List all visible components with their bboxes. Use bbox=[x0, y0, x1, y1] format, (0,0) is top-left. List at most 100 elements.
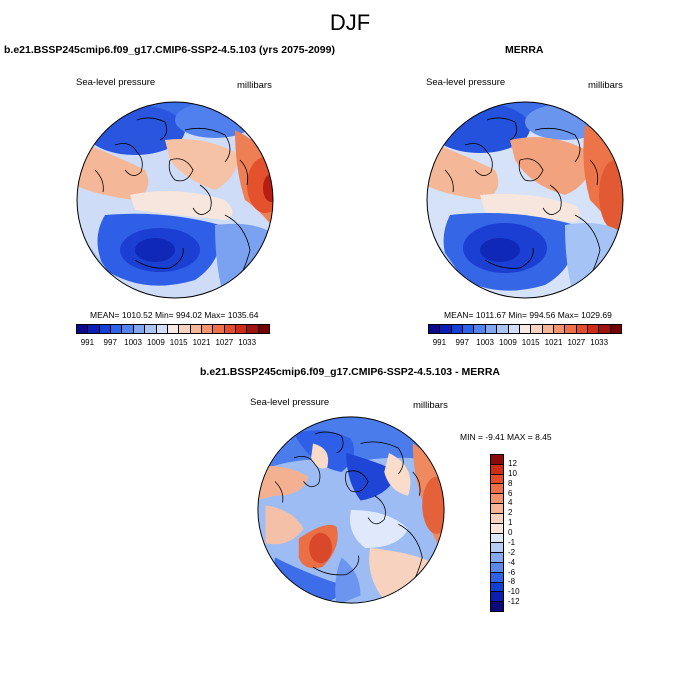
colorbar-tick-label: 10 bbox=[508, 468, 517, 478]
colorbar-swatch bbox=[491, 464, 503, 475]
colorbar-swatch bbox=[429, 325, 441, 333]
colorbar-swatch bbox=[474, 325, 486, 333]
colorbar-swatch bbox=[167, 325, 180, 333]
colorbar-swatch bbox=[122, 325, 134, 333]
colorbar-tick-label: 4 bbox=[508, 498, 513, 508]
colorbar-swatch bbox=[491, 513, 503, 524]
colorbar-swatch bbox=[576, 325, 589, 333]
colorbar-tick-label: 6 bbox=[508, 488, 513, 498]
model-units-label: millibars bbox=[237, 80, 272, 91]
colorbar-swatch bbox=[599, 325, 611, 333]
colorbar-swatch bbox=[133, 325, 146, 333]
obs-colorbar-ticks: 991 997 1003 1009 1015 1021 1027 1033 bbox=[428, 338, 622, 350]
colorbar-swatch bbox=[508, 325, 520, 333]
colorbar-swatch bbox=[485, 325, 498, 333]
model-colorbar-ticks: 991 997 1003 1009 1015 1021 1027 1033 bbox=[76, 338, 270, 350]
colorbar-swatch bbox=[542, 325, 554, 333]
colorbar-swatch bbox=[491, 553, 503, 563]
model-variable-label: Sea-level pressure bbox=[76, 77, 156, 88]
colorbar-tick-label: 1027 bbox=[567, 338, 586, 347]
colorbar-tick-label: 0 bbox=[508, 528, 513, 537]
colorbar-tick-label: 1015 bbox=[521, 338, 540, 347]
colorbar-tick-label: 997 bbox=[455, 338, 469, 347]
colorbar-swatch bbox=[77, 325, 89, 333]
colorbar-tick-label: 1009 bbox=[498, 338, 517, 347]
colorbar-tick-label: -4 bbox=[508, 557, 516, 567]
colorbar-swatch bbox=[179, 325, 191, 333]
colorbar-swatch bbox=[463, 325, 475, 333]
colorbar-swatch bbox=[610, 325, 622, 333]
obs-panel-title: MERRA bbox=[505, 44, 544, 56]
colorbar-swatch bbox=[491, 562, 503, 573]
colorbar-swatch bbox=[247, 325, 259, 333]
colorbar-tick-label: 1 bbox=[508, 518, 513, 528]
diff-units-label: millibars bbox=[413, 400, 448, 411]
colorbar-swatch bbox=[258, 325, 270, 333]
diff-panel-title: b.e21.BSSP245cmip6.f09_g17.CMIP6-SSP2-4.… bbox=[200, 366, 500, 378]
colorbar-tick-label: -8 bbox=[508, 577, 516, 587]
colorbar-swatch bbox=[588, 325, 600, 333]
colorbar-swatch bbox=[156, 325, 168, 333]
colorbar-swatch bbox=[201, 325, 214, 333]
colorbar-tick-label: -10 bbox=[508, 587, 520, 597]
colorbar-tick-label: 1021 bbox=[544, 338, 563, 347]
colorbar-tick-label: 8 bbox=[508, 478, 513, 488]
colorbar-swatch bbox=[190, 325, 202, 333]
colorbar-swatch bbox=[451, 325, 464, 333]
model-colorbar bbox=[76, 324, 270, 334]
colorbar-swatch bbox=[491, 533, 503, 544]
colorbar-tick-label: 1003 bbox=[124, 338, 142, 347]
colorbar-tick-label: -12 bbox=[508, 597, 520, 607]
colorbar-swatch bbox=[145, 325, 157, 333]
colorbar-swatch bbox=[491, 504, 503, 514]
colorbar-swatch bbox=[497, 325, 509, 333]
model-panel-title: b.e21.BSSP245cmip6.f09_g17.CMIP6-SSP2-4.… bbox=[4, 44, 335, 56]
colorbar-swatch bbox=[519, 325, 532, 333]
colorbar-swatch bbox=[491, 474, 503, 485]
colorbar-tick-label: 1003 bbox=[476, 338, 494, 347]
colorbar-swatch bbox=[224, 325, 237, 333]
colorbar-swatch bbox=[553, 325, 566, 333]
colorbar-swatch bbox=[491, 572, 503, 583]
colorbar-tick-label: 1033 bbox=[590, 338, 609, 347]
colorbar-swatch bbox=[88, 325, 100, 333]
colorbar-tick-label: 2 bbox=[508, 508, 513, 518]
diff-colorbar-ticks: 12 10 8 6 4 2 1 0 -1 -2 -4 -6 -8 -10 -12 bbox=[508, 454, 538, 612]
colorbar-swatch bbox=[491, 592, 503, 603]
colorbar-swatch bbox=[236, 325, 248, 333]
model-polar-map bbox=[76, 101, 274, 299]
diff-polar-map bbox=[257, 416, 445, 604]
colorbar-swatch bbox=[491, 582, 503, 593]
colorbar-tick-label: 991 bbox=[432, 338, 447, 347]
model-stats: MEAN= 1010.52 Min= 994.02 Max= 1035.64 bbox=[90, 310, 259, 320]
colorbar-swatch bbox=[491, 484, 503, 495]
obs-units-label: millibars bbox=[588, 80, 623, 91]
colorbar-tick-label: 1009 bbox=[146, 338, 165, 347]
diff-stats: MIN = -9.41 MAX = 8.45 bbox=[460, 432, 552, 442]
figure-title: DJF bbox=[329, 10, 371, 35]
colorbar-tick-label: 1033 bbox=[238, 338, 257, 347]
obs-polar-map bbox=[426, 101, 624, 299]
colorbar-swatch bbox=[531, 325, 543, 333]
colorbar-swatch bbox=[99, 325, 112, 333]
colorbar-tick-label: -2 bbox=[508, 547, 516, 557]
colorbar-swatch bbox=[491, 602, 503, 611]
colorbar-swatch bbox=[491, 523, 503, 534]
colorbar-tick-label: 12 bbox=[508, 458, 517, 468]
colorbar-tick-label: 997 bbox=[103, 338, 117, 347]
colorbar-tick-label: 1021 bbox=[192, 338, 211, 347]
obs-stats: MEAN= 1011.67 Min= 994.56 Max= 1029.69 bbox=[444, 310, 612, 320]
colorbar-swatch bbox=[491, 494, 503, 505]
colorbar-swatch bbox=[213, 325, 225, 333]
obs-colorbar bbox=[428, 324, 622, 334]
colorbar-swatch bbox=[565, 325, 577, 333]
colorbar-swatch bbox=[440, 325, 452, 333]
colorbar-tick-label: -1 bbox=[508, 537, 516, 547]
diff-colorbar bbox=[490, 454, 504, 612]
colorbar-swatch bbox=[491, 455, 503, 465]
colorbar-tick-label: 1015 bbox=[169, 338, 188, 347]
colorbar-swatch bbox=[111, 325, 123, 333]
obs-variable-label: Sea-level pressure bbox=[426, 77, 506, 88]
colorbar-swatch bbox=[491, 543, 503, 554]
colorbar-tick-label: 991 bbox=[80, 338, 95, 347]
